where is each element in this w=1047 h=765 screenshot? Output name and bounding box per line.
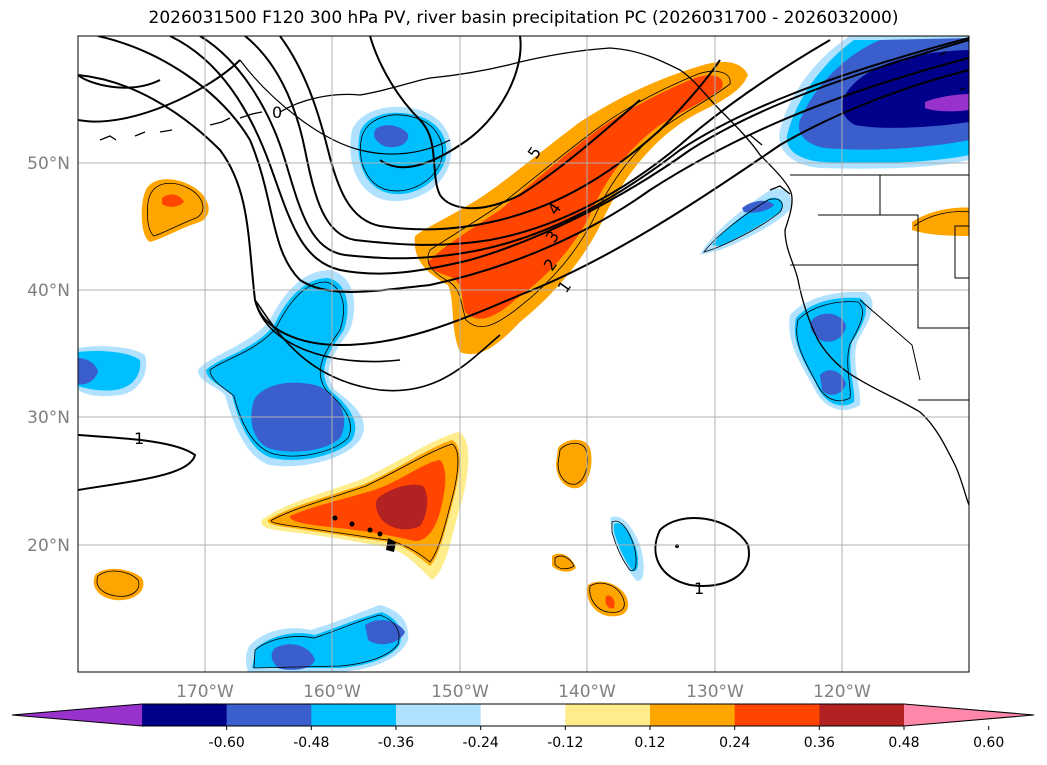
colorbar-tick-label: 0.48 bbox=[888, 735, 919, 751]
precip-anomaly-hawaii-core bbox=[375, 484, 428, 530]
lon-label: 160°W bbox=[303, 682, 361, 702]
lat-label: 30°N bbox=[27, 408, 70, 428]
lat-axis-labels: 50°N 40°N 30°N 20°N bbox=[27, 154, 70, 556]
colorbar-tick-label: 0.24 bbox=[719, 735, 750, 751]
colorbar-tick-label: -0.60 bbox=[209, 735, 245, 751]
precip-anomaly-west-pacific bbox=[141, 179, 209, 242]
borders bbox=[790, 174, 969, 401]
lon-label: 130°W bbox=[686, 682, 744, 702]
lon-label: 120°W bbox=[813, 682, 871, 702]
lon-label: 140°W bbox=[558, 682, 616, 702]
gridlines bbox=[78, 36, 969, 672]
colorbar-bin bbox=[142, 704, 228, 726]
colorbar-bin bbox=[734, 704, 820, 726]
colorbar-extend-low bbox=[12, 704, 142, 726]
precip-anomaly-central bbox=[556, 439, 592, 489]
pv-label: 1 bbox=[134, 429, 144, 448]
colorbar-extend-high bbox=[904, 704, 1034, 726]
colorbar-tick-label: -0.12 bbox=[547, 735, 583, 751]
lat-label: 40°N bbox=[27, 281, 70, 301]
colorbar-bin bbox=[819, 704, 905, 726]
map-title: 2026031500 F120 300 hPa PV, river basin … bbox=[148, 8, 899, 28]
colorbar-tick-label: 0.60 bbox=[973, 735, 1004, 751]
colorbar: -0.60 -0.48 -0.36 -0.24 -0.12 0.12 0.24 0.36 0.4… bbox=[11, 703, 1035, 751]
coastlines bbox=[99, 47, 969, 506]
plot-frame bbox=[77, 35, 970, 673]
lat-label: 20°N bbox=[27, 536, 70, 556]
colorbar-bin bbox=[480, 704, 566, 726]
lon-axis-labels: 170°W 160°W 150°W 140°W 130°W 120°W bbox=[176, 682, 871, 702]
colorbar-bin bbox=[226, 704, 312, 726]
precip-outlines bbox=[96, 70, 969, 669]
colorbar-bin bbox=[311, 704, 397, 726]
lon-label: 150°W bbox=[431, 682, 489, 702]
pv-label: 0 bbox=[272, 103, 282, 122]
colorbar-tick-label: -0.36 bbox=[378, 735, 414, 751]
precip-anomaly-ne-pacific-core bbox=[428, 75, 723, 319]
precip-anomaly-southwest bbox=[93, 568, 144, 601]
lon-label: 170°W bbox=[176, 682, 234, 702]
colorbar-bin bbox=[396, 704, 482, 726]
colorbar-tick-label: -0.24 bbox=[463, 735, 499, 751]
pv-label: 1 bbox=[694, 579, 704, 598]
lat-label: 50°N bbox=[27, 154, 70, 174]
colorbar-bin bbox=[650, 704, 736, 726]
colorbar-tick-label: 0.36 bbox=[804, 735, 835, 751]
colorbar-tick-label: 0.12 bbox=[634, 735, 665, 751]
colorbar-bin bbox=[565, 704, 651, 726]
colorbar-tick-label: -0.48 bbox=[293, 735, 329, 751]
